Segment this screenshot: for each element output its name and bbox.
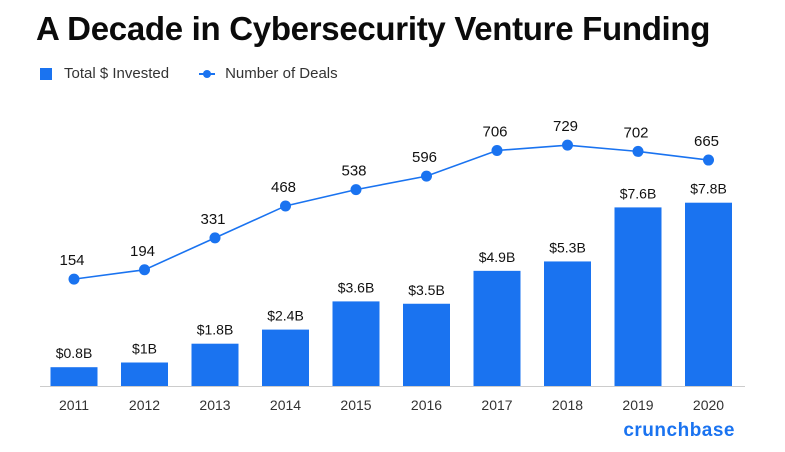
deals-line xyxy=(73,144,709,280)
deals-point-2019 xyxy=(632,145,644,157)
bar-2016 xyxy=(403,303,450,386)
deals-label-2017: 706 xyxy=(482,124,507,141)
deals-label-2019: 702 xyxy=(623,124,648,141)
legend-label-deals: Number of Deals xyxy=(225,65,338,82)
deals-label-2020: 665 xyxy=(694,133,719,150)
legend-item-deals: Number of Deals xyxy=(199,65,338,82)
x-tick-label-2015: 2015 xyxy=(340,397,371,413)
deals-point-2018 xyxy=(562,139,573,151)
bar-2014 xyxy=(262,329,309,386)
deals-point-2020 xyxy=(703,154,714,166)
bar-2017 xyxy=(473,270,521,386)
bar-label-2017: $4.9B xyxy=(479,249,516,265)
x-tick-label-2019: 2019 xyxy=(622,397,653,413)
deals-label-2018: 729 xyxy=(553,118,578,135)
bar-2018 xyxy=(544,261,591,386)
deals-point-2016 xyxy=(421,170,432,182)
bar-2011 xyxy=(50,367,98,386)
bar-label-2018: $5.3B xyxy=(549,239,586,255)
chart-legend: Total $ Invested Number of Deals xyxy=(40,65,368,82)
deals-point-2011 xyxy=(68,273,80,285)
deals-point-2015 xyxy=(350,184,362,196)
bar-2020 xyxy=(685,202,732,386)
bar-2019 xyxy=(614,207,662,386)
deals-label-2014: 468 xyxy=(271,179,296,196)
x-tick-label-2016: 2016 xyxy=(411,397,442,413)
x-tick-label-2014: 2014 xyxy=(270,397,301,413)
legend-label-invested: Total $ Invested xyxy=(64,65,170,82)
bar-2013 xyxy=(191,343,239,386)
bar-label-2011: $0.8B xyxy=(56,345,93,361)
chart-title: A Decade in Cybersecurity Venture Fundin… xyxy=(36,10,711,47)
deals-point-2012 xyxy=(139,264,150,276)
x-tick-label-2011: 2011 xyxy=(59,397,89,413)
bar-label-2014: $2.4B xyxy=(267,308,304,324)
deals-label-2012: 194 xyxy=(130,243,155,260)
x-tick-label-2020: 2020 xyxy=(693,397,724,413)
brand-logo: crunchbase xyxy=(623,420,735,441)
bar-2012 xyxy=(121,362,168,386)
deals-label-2015: 538 xyxy=(341,163,366,180)
bar-2015 xyxy=(332,301,380,386)
deals-label-2011: 154 xyxy=(59,252,84,269)
deals-point-2013 xyxy=(209,232,221,244)
bar-label-2012: $1B xyxy=(132,341,157,357)
x-tick-label-2012: 2012 xyxy=(129,397,160,413)
deals-label-2013: 331 xyxy=(200,211,225,228)
legend-bar-swatch xyxy=(40,67,52,80)
bar-label-2020: $7.8B xyxy=(690,181,727,197)
legend-line-swatch xyxy=(199,68,216,80)
bar-label-2016: $3.5B xyxy=(408,282,445,298)
deals-label-2016: 596 xyxy=(412,149,437,166)
legend-item-invested: Total $ Invested xyxy=(40,65,169,82)
bar-label-2013: $1.8B xyxy=(197,322,234,338)
x-tick-label-2018: 2018 xyxy=(552,397,583,413)
deals-point-2017 xyxy=(491,145,503,157)
deals-point-2014 xyxy=(280,200,291,212)
bar-label-2015: $3.6B xyxy=(338,279,375,295)
x-tick-label-2017: 2017 xyxy=(481,397,512,413)
bar-label-2019: $7.6B xyxy=(620,185,657,201)
x-tick-label-2013: 2013 xyxy=(199,397,230,413)
